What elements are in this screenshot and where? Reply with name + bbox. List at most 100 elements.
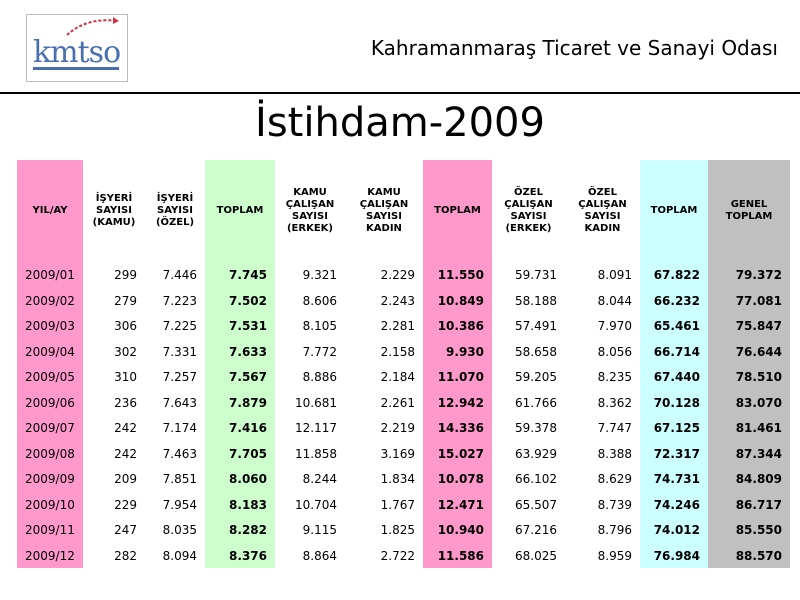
table-cell: 57.491: [515, 319, 557, 333]
table-cell: 8.629: [597, 472, 632, 486]
table-cell: 63.929: [515, 446, 557, 461]
table-cell: 59.378: [515, 421, 557, 435]
table-cell: 242: [114, 421, 137, 435]
table-cell: 2009/01: [25, 268, 75, 282]
table-cell: 11.586: [437, 548, 484, 563]
table-cell: 1.825: [380, 523, 415, 537]
table-cell: 8.282: [229, 523, 267, 537]
table-cell: 2.229: [380, 268, 415, 282]
table-cell: 3.169: [380, 446, 415, 461]
column-header: ÖZEL ÇALIŞAN SAYISI KADIN: [578, 187, 627, 234]
table-cell: 7.745: [229, 268, 267, 282]
table-cell: 2009/09: [25, 472, 75, 486]
table-cell: 10.849: [437, 293, 484, 308]
table-cell: 282: [114, 548, 137, 563]
table-cell: 8.959: [597, 548, 632, 563]
table-cell: 7.257: [162, 370, 197, 384]
table-cell: 8.091: [597, 268, 632, 282]
table-cell: 2.243: [380, 293, 415, 308]
column-header: ÖZEL ÇALIŞAN SAYISI (ERKEK): [504, 187, 553, 234]
table-cell: 2009/10: [25, 497, 75, 512]
table-cell: 67.216: [515, 523, 557, 537]
column-header: KAMU ÇALIŞAN SAYISI (ERKEK): [285, 187, 335, 234]
table-column: TOPLAM 11.550 10.849 10.386 9.930 11.070 12.94…: [423, 160, 492, 568]
table-cell: 72.317: [653, 446, 700, 461]
table-cell: 85.550: [735, 523, 782, 537]
table-cell: 15.027: [437, 446, 484, 461]
table-cell: 8.362: [597, 395, 632, 410]
table-cell: 8.796: [597, 523, 632, 537]
table-cell: 10.940: [437, 523, 484, 537]
table-cell: 8.060: [229, 472, 267, 486]
table-cell: 10.704: [295, 497, 337, 512]
table-cell: 11.858: [295, 446, 337, 461]
table-cell: 59.731: [515, 268, 557, 282]
table-cell: 310: [114, 370, 137, 384]
table-cell: 7.879: [229, 395, 267, 410]
table-cell: 12.471: [437, 497, 484, 512]
table-cell: 9.930: [446, 344, 484, 359]
table-cell: 10.386: [437, 319, 484, 333]
table-cell: 2009/08: [25, 446, 75, 461]
table-cell: 2009/11: [25, 523, 75, 537]
table-cell: 2.158: [380, 344, 415, 359]
table-cell: 79.372: [735, 268, 782, 282]
table-cell: 8.056: [597, 344, 632, 359]
table-cell: 7.531: [229, 319, 267, 333]
table-column: GENEL TOPLAM 79.372 77.081 75.847 76.644 78.5…: [708, 160, 790, 568]
table-cell: 9.115: [302, 523, 337, 537]
column-header: YIL/AY: [32, 205, 68, 216]
table-cell: 1.834: [380, 472, 415, 486]
table-cell: 7.416: [229, 421, 267, 435]
table-column: KAMU ÇALIŞAN SAYISI (ERKEK) 9.321 8.606 8.1…: [275, 160, 345, 568]
organization-name: Kahramanmaraş Ticaret ve Sanayi Odası: [370, 36, 778, 60]
table-cell: 65.461: [653, 319, 700, 333]
table-cell: 306: [114, 319, 137, 333]
table-cell: 8.864: [302, 548, 337, 563]
table-cell: 2009/04: [25, 344, 75, 359]
table-cell: 2009/07: [25, 421, 75, 435]
table-cell: 7.225: [162, 319, 197, 333]
table-cell: 84.809: [735, 472, 782, 486]
table-cell: 78.510: [735, 370, 782, 384]
table-cell: 76.984: [653, 548, 700, 563]
table-cell: 66.102: [515, 472, 557, 486]
column-header: GENEL TOPLAM: [725, 199, 773, 222]
table-cell: 8.376: [229, 548, 267, 563]
table-cell: 7.772: [302, 344, 337, 359]
column-header: KAMU ÇALIŞAN SAYISI KADIN: [359, 187, 409, 234]
table-cell: 7.331: [162, 344, 197, 359]
table-cell: 2.261: [380, 395, 415, 410]
table-cell: 2.184: [380, 370, 415, 384]
table-cell: 14.336: [437, 421, 484, 435]
table-cell: 299: [114, 268, 137, 282]
column-header: TOPLAM: [434, 205, 481, 216]
table-column: KAMU ÇALIŞAN SAYISI KADIN 2.229 2.243 2.281…: [345, 160, 423, 568]
table-cell: 59.205: [515, 370, 557, 384]
table-column: ÖZEL ÇALIŞAN SAYISI (ERKEK) 59.731 58.188 5…: [492, 160, 565, 568]
table-cell: 8.606: [302, 293, 337, 308]
table-cell: 279: [114, 293, 137, 308]
table-cell: 65.507: [515, 497, 557, 512]
column-header: TOPLAM: [650, 205, 698, 216]
logo-graphic: [33, 17, 119, 70]
table-cell: 12.942: [437, 395, 484, 410]
table-cell: 68.025: [515, 548, 557, 563]
table-column: TOPLAM 7.745 7.502 7.531 7.633 7.567 7.879 7.41…: [205, 160, 275, 568]
table-cell: 88.570: [735, 548, 782, 563]
table-cell: 8.388: [597, 446, 632, 461]
table-cell: 2009/06: [25, 395, 75, 410]
table-cell: 7.705: [229, 446, 267, 461]
logo: kmtso: [26, 14, 128, 82]
table-cell: 7.954: [162, 497, 197, 512]
table-cell: 9.321: [302, 268, 337, 282]
table-cell: 77.081: [735, 293, 782, 308]
table-cell: 7.851: [162, 472, 197, 486]
table-cell: 12.117: [295, 421, 337, 435]
table-cell: 2.281: [380, 319, 415, 333]
table-cell: 70.128: [653, 395, 700, 410]
table-column: YIL/AY 2009/01 2009/02 2009/03 2009/04 2009/0…: [17, 160, 83, 568]
table-cell: 74.731: [653, 472, 700, 486]
table-cell: 7.567: [229, 370, 267, 384]
